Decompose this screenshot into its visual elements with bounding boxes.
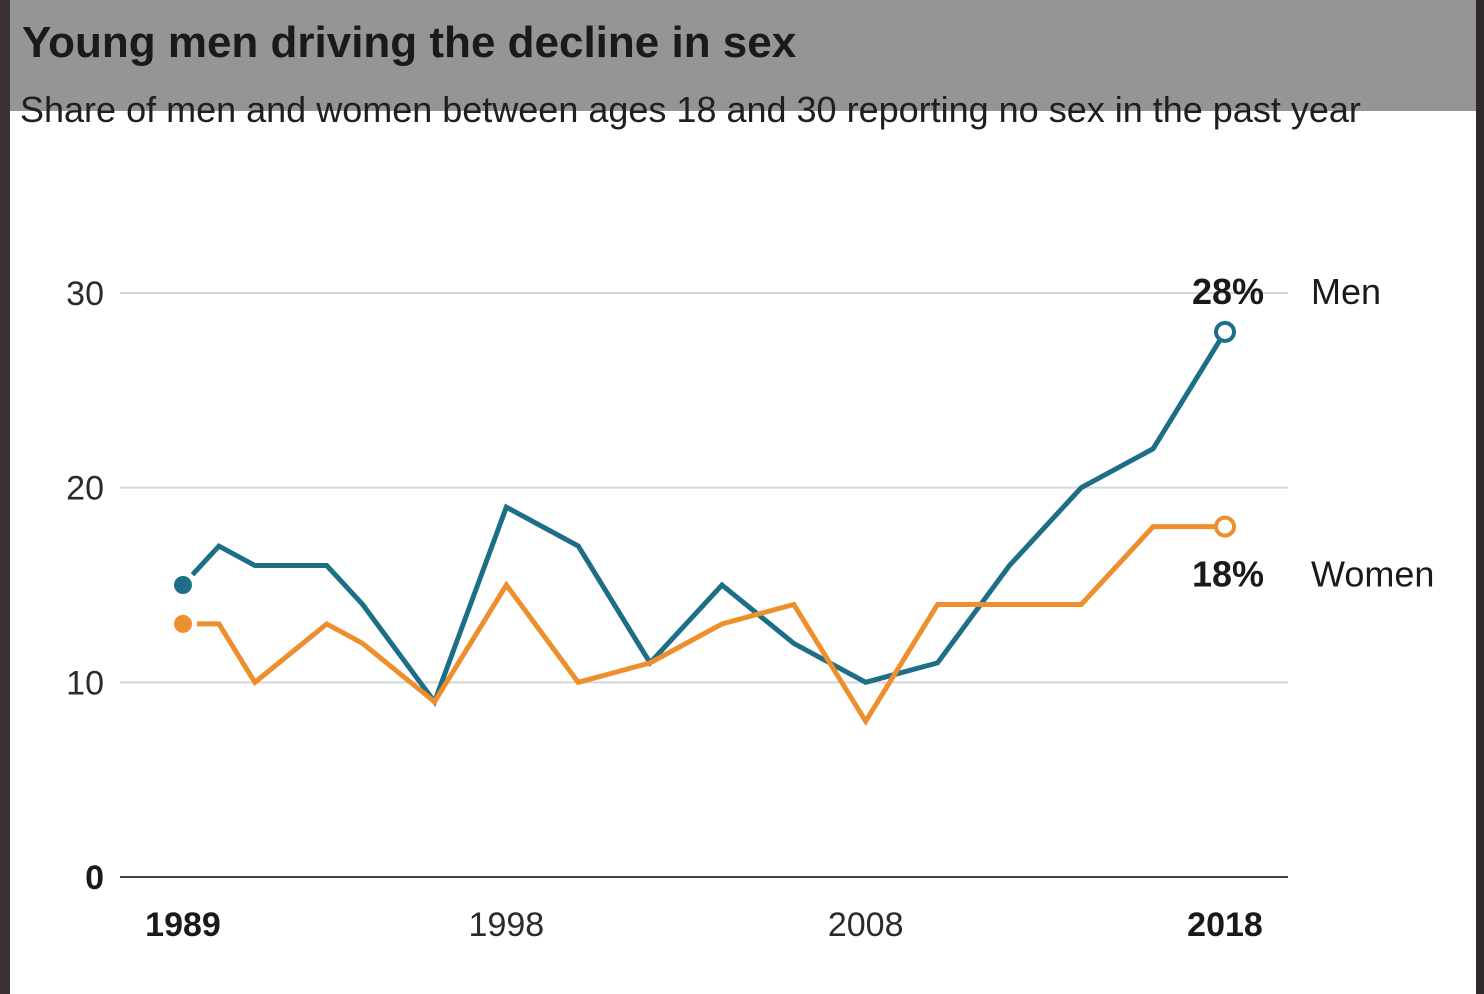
x-tick-label-1998: 1998 <box>469 906 545 944</box>
end-value-label-men: 28% <box>1192 271 1264 312</box>
x-tick-label-2018: 2018 <box>1187 906 1263 944</box>
title-band <box>0 0 1476 111</box>
chart-subtitle: Share of men and women between ages 18 a… <box>20 89 1361 130</box>
series-name-label-women: Women <box>1311 554 1434 595</box>
series-line-women <box>197 524 1215 727</box>
chart-title: Young men driving the decline in sex <box>22 18 797 67</box>
series-start-marker-women <box>174 614 192 633</box>
x-tick-label-1989: 1989 <box>145 906 221 944</box>
left-edge <box>0 0 10 994</box>
end-value-label-women: 18% <box>1192 554 1264 595</box>
y-tick-label-0: 0 <box>85 859 104 897</box>
x-tick-label-2008: 2008 <box>828 906 904 944</box>
series-name-label-men: Men <box>1311 271 1381 312</box>
series-line-men <box>190 339 1222 708</box>
y-tick-label-10: 10 <box>66 664 104 702</box>
series-end-marker-men <box>1214 320 1236 343</box>
series-end-marker-women <box>1214 515 1236 538</box>
y-tick-label-30: 30 <box>66 275 104 313</box>
series-start-marker-men <box>174 576 192 594</box>
y-tick-label-20: 20 <box>66 470 104 508</box>
right-edge <box>1476 0 1484 994</box>
